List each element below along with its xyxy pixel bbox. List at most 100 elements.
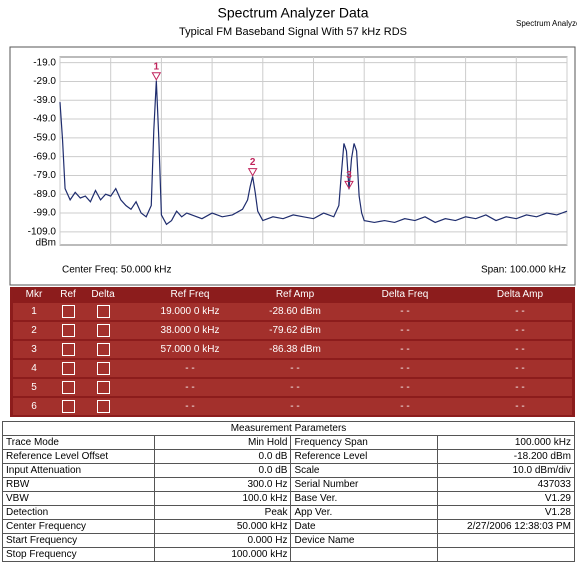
checkbox[interactable] bbox=[62, 400, 75, 413]
param-cell: 437033 bbox=[437, 477, 575, 492]
center-freq: Center Freq: 50.000 kHz bbox=[62, 265, 172, 276]
cell: - - bbox=[515, 306, 525, 317]
cell: - - bbox=[185, 401, 195, 412]
cell: - - bbox=[290, 363, 300, 374]
cell: 6 bbox=[31, 401, 37, 412]
param-cell: 300.0 Hz bbox=[153, 477, 292, 492]
marker bbox=[247, 168, 258, 177]
cell: 5 bbox=[31, 382, 37, 393]
row-bg bbox=[13, 322, 572, 339]
param-cell: Reference Level bbox=[290, 449, 439, 464]
param-cell: 0.000 Hz bbox=[153, 533, 292, 548]
param-cell: RBW bbox=[2, 477, 155, 492]
param-row: VBW 100.0 kHz Base Ver. V1.29 bbox=[2, 491, 575, 506]
column-header: Ref bbox=[60, 289, 76, 300]
param-cell: Frequency Span bbox=[290, 435, 439, 450]
checkbox[interactable] bbox=[62, 305, 75, 318]
param-cell: Peak bbox=[153, 505, 292, 520]
param-cell: Device Name bbox=[290, 533, 439, 548]
y-tick-label: -59.0 bbox=[33, 132, 56, 143]
cell: 19.000 0 kHz bbox=[160, 306, 220, 317]
checkbox[interactable] bbox=[97, 324, 110, 337]
cell: - - bbox=[185, 363, 195, 374]
param-cell: Reference Level Offset bbox=[2, 449, 155, 464]
param-cell: Scale bbox=[290, 463, 439, 478]
cell: - - bbox=[400, 344, 410, 355]
param-cell: Base Ver. bbox=[290, 491, 439, 506]
checkbox[interactable] bbox=[62, 381, 75, 394]
marker-label: 2 bbox=[250, 157, 256, 168]
column-header: Ref Freq bbox=[170, 289, 210, 300]
cell: - - bbox=[290, 401, 300, 412]
param-cell: Min Hold bbox=[153, 435, 292, 450]
y-tick-label: -19.0 bbox=[33, 57, 56, 68]
cell: - - bbox=[400, 363, 410, 374]
cell: - - bbox=[515, 325, 525, 336]
y-tick-label: -99.0 bbox=[33, 208, 56, 219]
cell: - - bbox=[400, 401, 410, 412]
y-tick-label: -79.0 bbox=[33, 170, 56, 181]
span: Span: 100.000 kHz bbox=[481, 265, 566, 276]
row-bg bbox=[13, 398, 572, 415]
checkbox[interactable] bbox=[62, 343, 75, 356]
cell: -28.60 dBm bbox=[269, 306, 321, 317]
marker bbox=[151, 72, 162, 81]
cell: - - bbox=[400, 325, 410, 336]
cell: 38.000 0 kHz bbox=[160, 325, 220, 336]
cell: - - bbox=[400, 382, 410, 393]
param-cell: Stop Frequency bbox=[2, 547, 155, 562]
checkbox[interactable] bbox=[97, 381, 110, 394]
column-header: Delta bbox=[91, 289, 115, 300]
corner-label: Spectrum Analyzer bbox=[516, 19, 577, 28]
y-tick-label: -49.0 bbox=[33, 114, 56, 125]
marker-table: Mkr Ref Delta Ref Freq Ref Amp Delta Freq Delt… bbox=[10, 287, 575, 417]
param-cell: 50.000 kHz bbox=[153, 519, 292, 534]
row-bg bbox=[13, 341, 572, 358]
param-cell: Center Frequency bbox=[2, 519, 155, 534]
cell: - - bbox=[185, 382, 195, 393]
subtitle: Typical FM Baseband Signal With 57 kHz R… bbox=[179, 26, 407, 38]
row-bg bbox=[13, 379, 572, 396]
column-header: Mkr bbox=[25, 289, 43, 300]
row-bg bbox=[13, 303, 572, 320]
title: Spectrum Analyzer Data bbox=[218, 5, 369, 21]
cell: -79.62 dBm bbox=[269, 325, 321, 336]
param-cell: Detection bbox=[2, 505, 155, 520]
row-bg bbox=[13, 360, 572, 377]
checkbox[interactable] bbox=[97, 305, 110, 318]
trace bbox=[59, 80, 568, 226]
y-tick-label: -29.0 bbox=[33, 76, 56, 87]
marker bbox=[344, 180, 354, 190]
param-cell: 0.0 dB bbox=[153, 463, 292, 478]
y-tick-label: -89.0 bbox=[33, 189, 56, 200]
title-row: Measurement Parameters bbox=[2, 421, 575, 436]
y-tick-label: -109.0 bbox=[28, 226, 57, 237]
checkbox[interactable] bbox=[62, 324, 75, 337]
param-cell: 100.000 kHz bbox=[437, 435, 575, 450]
cell: - - bbox=[290, 382, 300, 393]
checkbox[interactable] bbox=[97, 400, 110, 413]
param-row: Detection Peak App Ver. V1.28 bbox=[2, 505, 575, 520]
param-cell: VBW bbox=[2, 491, 155, 506]
param-cell: 2/27/2006 12:38:03 PM bbox=[437, 519, 575, 534]
param-row: Start Frequency 0.000 Hz Device Name bbox=[2, 533, 575, 548]
cell: 57.000 0 kHz bbox=[160, 344, 220, 355]
checkbox[interactable] bbox=[97, 362, 110, 375]
param-row: Input Attenuation 0.0 dB Scale 10.0 dBm/div bbox=[2, 463, 575, 478]
param-cell: -18.200 dBm bbox=[437, 449, 575, 464]
param-cell: Input Attenuation bbox=[2, 463, 155, 478]
cell: 4 bbox=[31, 363, 37, 374]
cell: 1 bbox=[31, 306, 37, 317]
param-cell: 10.0 dBm/div bbox=[437, 463, 575, 478]
cell: - - bbox=[515, 363, 525, 374]
param-row: Reference Level Offset 0.0 dB Reference Le… bbox=[2, 449, 575, 464]
cell: 2 bbox=[31, 325, 37, 336]
marker-label: 3 bbox=[346, 170, 352, 181]
checkbox[interactable] bbox=[62, 362, 75, 375]
checkbox[interactable] bbox=[97, 343, 110, 356]
param-row: Trace Mode Min Hold Frequency Span 100.000 … bbox=[2, 435, 575, 450]
param-cell: 100.000 kHz bbox=[153, 547, 292, 562]
cell: - - bbox=[515, 382, 525, 393]
column-header: Delta Amp bbox=[496, 289, 544, 300]
